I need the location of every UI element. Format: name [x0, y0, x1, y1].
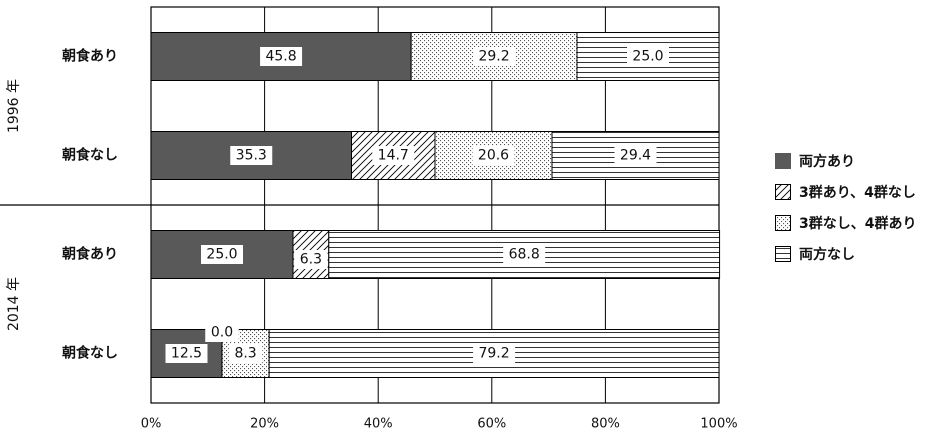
x-tick-label: 100% — [700, 417, 737, 432]
legend-item-group4-only: 3群なし、4群あり — [775, 212, 916, 234]
data-label: 45.8 — [265, 49, 296, 65]
legend-swatch-horizontal — [775, 246, 791, 262]
x-tick-label: 60% — [477, 417, 506, 432]
legend-label: 両方なし — [799, 247, 855, 263]
data-label: 29.4 — [620, 148, 651, 164]
group-label: 2014 年 — [6, 277, 22, 331]
x-tick-label: 40% — [364, 417, 393, 432]
category-label: 朝食あり — [62, 246, 118, 263]
legend-item-group3-only: 3群あり、4群なし — [775, 181, 916, 203]
data-label: 79.2 — [478, 346, 509, 362]
data-label: 68.8 — [509, 247, 540, 263]
legend-swatch-solid — [775, 153, 791, 169]
data-label: 6.3 — [300, 252, 322, 268]
data-label: 29.2 — [478, 49, 509, 65]
data-label: 0.0 — [211, 325, 233, 341]
data-label-box — [473, 47, 516, 66]
data-label: 35.3 — [236, 148, 267, 164]
x-tick-label: 20% — [250, 417, 279, 432]
data-label-box — [372, 146, 415, 165]
data-label-box — [260, 47, 303, 66]
legend-swatch-diagonal — [775, 184, 791, 200]
data-label: 25.0 — [632, 49, 663, 65]
x-tick-label: 0% — [141, 417, 162, 432]
category-label: 朝食なし — [62, 147, 118, 164]
group-label: 1996 年 — [6, 79, 22, 133]
data-label: 8.3 — [234, 346, 256, 362]
x-tick-label: 80% — [591, 417, 620, 432]
data-label-box — [230, 146, 273, 165]
legend-swatch-dotted — [775, 215, 791, 231]
data-label-box — [165, 344, 208, 363]
data-label: 14.7 — [378, 148, 409, 164]
category-label: 朝食なし — [62, 345, 118, 362]
data-label: 12.5 — [171, 346, 202, 362]
category-label: 朝食あり — [62, 48, 118, 65]
data-label-box — [228, 344, 263, 363]
data-label-box — [472, 146, 515, 165]
data-label-box — [473, 344, 516, 363]
data-label: 20.6 — [478, 148, 509, 164]
legend-label: 両方あり — [799, 154, 855, 170]
data-label-box — [627, 47, 669, 66]
legend-item-both-present: 両方あり — [775, 150, 916, 172]
data-label: 25.0 — [206, 247, 237, 263]
data-label-box — [503, 245, 546, 264]
legend: 両方あり 3群あり、4群なし 3群なし、4群あり 両方なし — [775, 150, 916, 274]
data-label-box — [614, 146, 657, 165]
legend-label: 3群あり、4群なし — [799, 185, 916, 201]
legend-label: 3群なし、4群あり — [799, 216, 917, 232]
data-label-box — [201, 245, 243, 264]
legend-item-neither: 両方なし — [775, 243, 916, 265]
data-label-box — [205, 323, 239, 342]
data-label-box — [294, 250, 328, 269]
